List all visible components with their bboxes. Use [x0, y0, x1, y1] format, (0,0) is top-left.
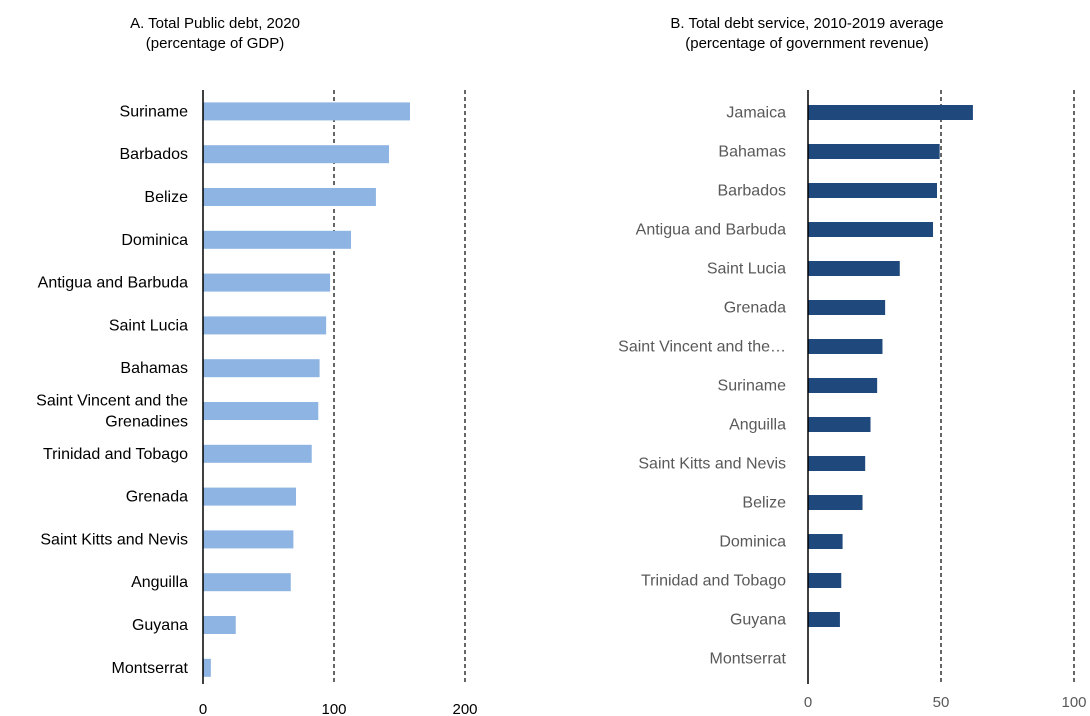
tick-label-0: 0: [804, 694, 812, 711]
category-label-montserrat: Montserrat: [710, 651, 787, 668]
bar-belize: [808, 495, 863, 510]
bar-grenada: [808, 300, 886, 315]
bar-bahamas: [203, 359, 320, 378]
bar-jamaica: [808, 105, 973, 120]
category-label-grenada: Grenada: [724, 300, 786, 317]
tick-label-0: 0: [199, 701, 207, 716]
bar-saint-lucia: [808, 261, 900, 276]
category-label-guyana: Guyana: [730, 612, 786, 629]
category-label-anguilla: Anguilla: [131, 574, 188, 591]
bar-saint-lucia: [203, 316, 327, 335]
category-label-saint-kitts-and-nevis: Saint Kitts and Nevis: [40, 531, 188, 548]
bar-trinidad-and-tobago: [203, 444, 312, 463]
category-label-antigua-and-barbuda: Antigua and Barbuda: [38, 275, 188, 292]
category-label-bahamas: Bahamas: [120, 360, 188, 377]
bar-saint-kitts-and-nevis: [808, 456, 866, 471]
bar-bahamas: [808, 144, 940, 159]
bar-anguilla: [808, 417, 871, 432]
category-label-barbados: Barbados: [718, 183, 787, 200]
chart-title: B. Total debt service, 2010-2019 average: [670, 15, 943, 32]
category-label-saint-vincent-and-the-grenadines: Saint Vincent and the Grenadines: [36, 393, 188, 431]
category-label-trinidad-and-tobago: Trinidad and Tobago: [641, 573, 786, 590]
bar-barbados: [808, 183, 938, 198]
category-label-anguilla: Anguilla: [729, 417, 786, 434]
category-label-bahamas: Bahamas: [718, 144, 786, 161]
tick-label-100: 100: [1061, 694, 1086, 711]
category-label-montserrat: Montserrat: [112, 660, 189, 677]
bar-guyana: [203, 616, 236, 634]
chart-subtitle: (percentage of government revenue): [685, 35, 928, 52]
category-label-belize: Belize: [742, 495, 786, 512]
bar-dominica: [808, 534, 843, 549]
panel-b-total-debt-service: B. Total debt service, 2010-2019 average…: [618, 15, 1086, 711]
bar-suriname: [203, 102, 410, 121]
category-label-suriname: Suriname: [120, 103, 189, 120]
bar-anguilla: [203, 573, 291, 592]
tick-label-100: 100: [321, 701, 346, 716]
category-label-dominica: Dominica: [121, 232, 188, 249]
chart-subtitle: (percentage of GDP): [146, 35, 284, 52]
category-label-suriname: Suriname: [718, 378, 787, 395]
bar-saint-vincent-and-the: [808, 339, 883, 354]
bar-montserrat: [203, 658, 211, 677]
category-label-saint-kitts-and-nevis: Saint Kitts and Nevis: [638, 456, 786, 473]
bar-guyana: [808, 612, 840, 627]
category-label-trinidad-and-tobago: Trinidad and Tobago: [43, 446, 188, 463]
category-label-antigua-and-barbuda: Antigua and Barbuda: [636, 222, 786, 239]
category-label-barbados: Barbados: [120, 146, 189, 163]
tick-label-200: 200: [452, 701, 477, 716]
bar-barbados: [203, 145, 390, 164]
bar-grenada: [203, 487, 297, 506]
bar-saint-vincent-and-the-grenadines: [203, 402, 319, 420]
bar-trinidad-and-tobago: [808, 573, 842, 588]
category-label-saint-vincent-and-the: Saint Vincent and the…: [618, 339, 786, 356]
tick-label-50: 50: [933, 694, 950, 711]
chart-title: A. Total Public debt, 2020: [130, 15, 300, 32]
category-label-dominica: Dominica: [719, 534, 786, 551]
bar-antigua-and-barbuda: [203, 273, 331, 292]
category-label-belize: Belize: [144, 189, 188, 206]
category-label-saint-lucia: Saint Lucia: [707, 261, 786, 278]
bar-antigua-and-barbuda: [808, 222, 934, 237]
panel-a-total-public-debt: A. Total Public debt, 2020 (percentage o…: [36, 15, 477, 716]
bar-saint-kitts-and-nevis: [203, 530, 294, 549]
bar-belize: [203, 188, 376, 206]
category-label-grenada: Grenada: [126, 489, 188, 506]
bar-dominica: [203, 230, 352, 249]
category-label-jamaica: Jamaica: [726, 105, 786, 122]
category-label-saint-lucia: Saint Lucia: [109, 317, 188, 334]
category-label-guyana: Guyana: [132, 617, 188, 634]
bar-suriname: [808, 378, 878, 393]
